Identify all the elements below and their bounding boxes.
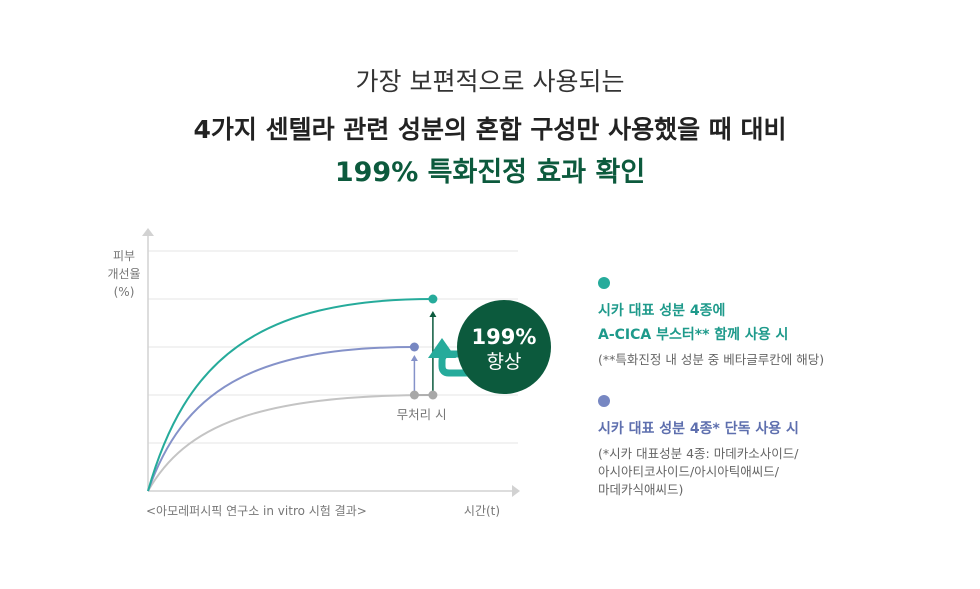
legend-dot-1	[598, 277, 610, 289]
improvement-arrow-head	[428, 338, 456, 358]
source-note: <아모레퍼시픽 연구소 in vitro 시험 결과>	[146, 504, 367, 518]
legend-title-2-line-1: 시카 대표 성분 4종* 단독 사용 시	[598, 421, 799, 437]
legend-note-2-line-1: (*시카 대표성분 4종: 마데카소사이드/	[598, 446, 799, 461]
legend-dot-2	[598, 395, 610, 407]
series-point-cica4	[409, 342, 419, 352]
y-axis-label: 피부	[113, 249, 135, 263]
x-axis-label: 시간(t)	[464, 504, 500, 518]
improvement-value: 199%	[472, 325, 537, 349]
baseline-label: 무처리 시	[397, 407, 447, 422]
legend-title-2: 시카 대표 성분 4종* 단독 사용 시	[598, 417, 948, 441]
gain-arrow-cica4-head	[410, 355, 418, 361]
gain-arrow-full-head	[429, 311, 437, 317]
series-line-cica4	[147, 346, 415, 492]
legend-title-1-line-1: 시카 대표 성분 4종에	[598, 303, 726, 319]
series-line-none	[147, 394, 433, 492]
improvement-badge	[457, 300, 551, 394]
improvement-text: 향상	[487, 351, 522, 373]
series-point-none-b	[428, 390, 438, 400]
legend-title-1: 시카 대표 성분 4종에 A-CICA 부스터** 함께 사용 시	[598, 299, 948, 347]
headline-line-3: 199% 특화진정 효과 확인	[334, 157, 646, 188]
y-axis-arrow	[142, 228, 154, 236]
y-axis-label: (%)	[114, 285, 135, 299]
legend-title-1-line-2: A-CICA 부스터** 함께 사용 시	[598, 327, 789, 343]
x-axis-arrow	[512, 485, 520, 497]
series-point-full	[428, 294, 438, 304]
legend-note-2: (*시카 대표성분 4종: 마데카소사이드/ 아시아티코사이드/아시아틱애씨드/…	[598, 445, 948, 499]
headline-line-1: 가장 보편적으로 사용되는	[355, 67, 625, 96]
series-point-none-a	[409, 390, 419, 400]
headline-line-2: 4가지 센텔라 관련 성분의 혼합 구성만 사용했을 때 대비	[193, 115, 787, 144]
y-axis-label: 개선율	[107, 267, 140, 281]
legend-note-1: (**특화진정 내 성분 중 베타글루칸에 해당)	[598, 351, 948, 369]
legend-note-2-line-3: 마데카식애씨드)	[598, 482, 684, 497]
legend-note-1-line-1: (**특화진정 내 성분 중 베타글루칸에 해당)	[598, 352, 825, 367]
series-line-full	[147, 298, 433, 492]
legend-item-2: 시카 대표 성분 4종* 단독 사용 시 (*시카 대표성분 4종: 마데카소사…	[598, 395, 948, 499]
legend-item-1: 시카 대표 성분 4종에 A-CICA 부스터** 함께 사용 시 (**특화진…	[598, 277, 948, 369]
legend-note-2-line-2: 아시아티코사이드/아시아틱애씨드/	[598, 464, 779, 479]
